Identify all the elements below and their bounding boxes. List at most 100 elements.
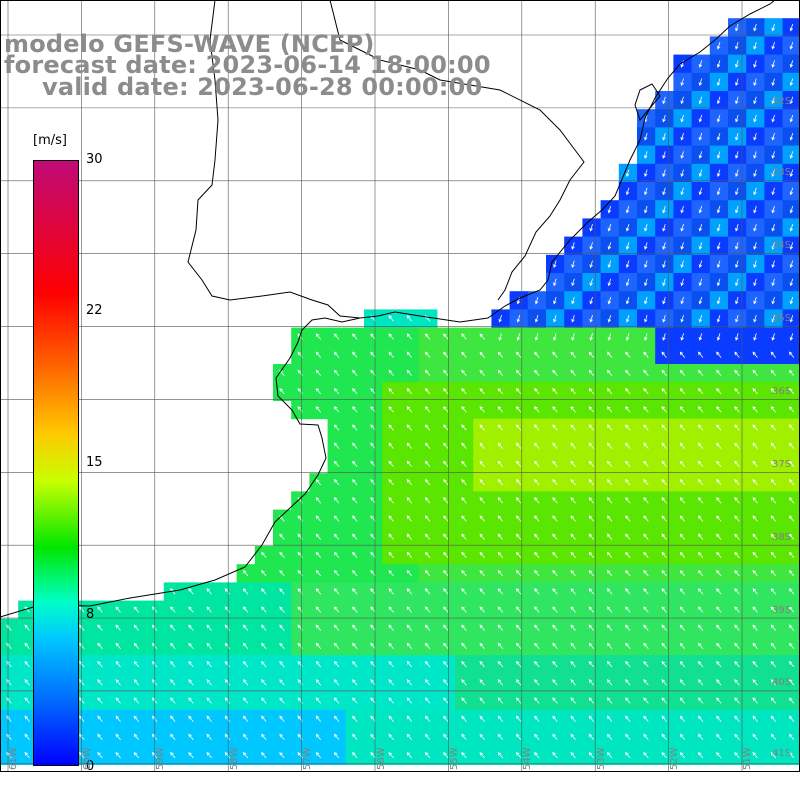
wind-arrow: [789, 133, 794, 141]
wind-arrow: [6, 679, 12, 686]
wind-arrow: [333, 697, 340, 704]
wind-arrow: [479, 751, 485, 759]
wind-arrow: [406, 424, 413, 431]
wind-arrow: [788, 697, 795, 704]
wind-arrow: [479, 660, 485, 668]
wind-arrow: [788, 551, 795, 559]
wind-arrow: [698, 205, 703, 214]
wind-arrow: [133, 697, 140, 704]
wind-arrow: [261, 642, 267, 650]
wind-cell: [782, 600, 800, 620]
wind-arrow: [133, 679, 140, 686]
wind-arrow: [515, 642, 522, 650]
wind-arrow: [443, 751, 449, 759]
wind-arrow: [279, 624, 285, 631]
wind-arrow: [716, 296, 721, 305]
wind-arrow: [133, 751, 140, 759]
wind-arrow: [224, 606, 231, 613]
wind-arrow: [261, 606, 267, 613]
wind-arrow: [552, 751, 558, 759]
wind-arrow: [188, 733, 194, 741]
wind-arrow: [388, 424, 394, 431]
wind-arrow: [788, 624, 795, 631]
wind-arrow: [788, 478, 795, 486]
wind-arrow: [424, 515, 431, 522]
wind-arrow: [224, 624, 231, 631]
wind-arrow: [571, 296, 575, 305]
wind-arrow: [479, 333, 485, 340]
wind-arrow: [735, 60, 739, 68]
wind-arrow: [680, 278, 684, 287]
wind-arrow: [734, 679, 740, 686]
wind-arrow: [97, 606, 103, 613]
wind-arrow: [716, 624, 722, 631]
wind-arrow: [497, 715, 504, 722]
wind-arrow: [570, 442, 576, 449]
wind-arrow: [771, 242, 775, 250]
wind-arrow: [461, 624, 467, 631]
wind-arrow: [606, 515, 613, 522]
wind-arrow: [352, 715, 358, 722]
wind-arrow: [279, 606, 285, 613]
wind-arrow: [679, 569, 686, 577]
wind-arrow: [461, 533, 467, 540]
wind-arrow: [734, 515, 740, 522]
wind-arrow: [570, 551, 576, 559]
wind-arrow: [552, 606, 558, 613]
wind-arrow: [752, 533, 758, 540]
wind-arrow: [188, 751, 194, 759]
wind-arrow: [734, 406, 740, 413]
wind-arrow: [443, 715, 449, 722]
wind-arrow: [479, 588, 485, 595]
wind-arrow: [206, 624, 212, 631]
wind-arrow: [6, 624, 12, 631]
lat-label-35s: 35S: [772, 313, 792, 324]
wind-arrow: [588, 588, 595, 595]
wind-arrow: [534, 460, 540, 468]
wind-arrow: [735, 23, 739, 32]
wind-arrow: [570, 733, 576, 741]
wind-arrow: [716, 260, 721, 269]
wind-arrow: [6, 697, 12, 704]
wind-arrow: [406, 569, 413, 577]
wind-arrow: [679, 497, 686, 504]
wind-arrow: [788, 369, 795, 377]
wind-cell: [782, 564, 800, 583]
wind-arrow: [661, 424, 667, 431]
wind-arrow: [497, 424, 504, 431]
wind-arrow: [443, 406, 449, 413]
wind-arrow: [770, 351, 777, 358]
wind-arrow: [588, 733, 595, 741]
wind-arrow: [570, 606, 576, 613]
wind-arrow: [406, 369, 413, 377]
wind-arrow: [788, 606, 795, 613]
wind-arrow: [625, 187, 630, 196]
wind-arrow: [443, 515, 449, 522]
wind-arrow: [625, 369, 631, 377]
wind-arrow: [443, 533, 449, 540]
wind-arrow: [424, 533, 431, 540]
wind-arrow: [679, 351, 686, 358]
wind-arrow: [406, 315, 413, 322]
wind-arrow: [570, 751, 576, 759]
wind-arrow: [788, 533, 795, 540]
wind-arrow: [479, 406, 485, 413]
wind-cell: [782, 746, 800, 765]
wind-arrow: [497, 369, 504, 377]
lon-label-51w: 51W: [742, 747, 753, 770]
wind-arrow: [497, 551, 504, 559]
wind-arrow: [443, 333, 449, 340]
wind-arrow: [716, 588, 722, 595]
wind-arrow: [680, 224, 684, 232]
wind-arrow: [680, 296, 684, 305]
wind-arrow: [752, 551, 758, 559]
wind-arrow: [680, 133, 684, 141]
wind-arrow: [716, 78, 721, 87]
wind-arrow: [170, 624, 176, 631]
wind-arrow: [625, 515, 631, 522]
wind-arrow: [552, 642, 558, 650]
wind-arrow: [443, 642, 449, 650]
wind-arrow: [370, 442, 376, 449]
wind-arrow: [97, 733, 103, 741]
